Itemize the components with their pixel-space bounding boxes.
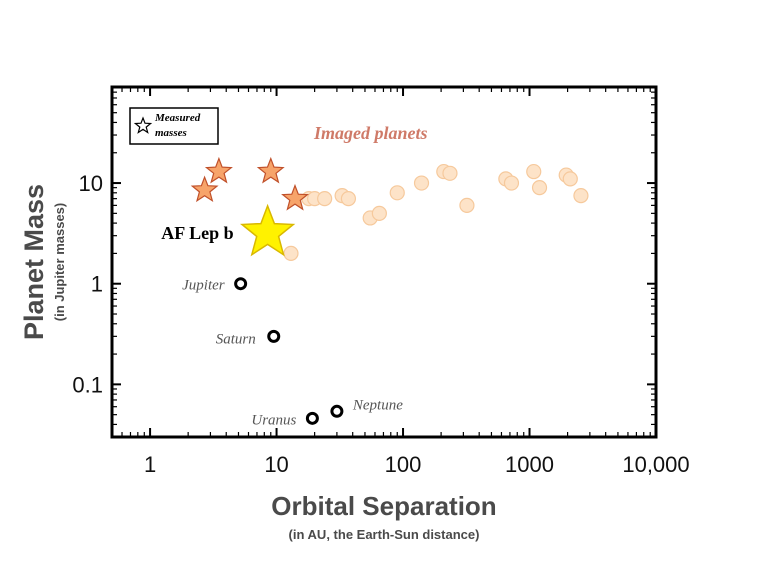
imaged-planet-point <box>503 175 520 191</box>
x-axis-subtitle: (in AU, the Earth-Sun distance) <box>289 527 480 542</box>
imaged-planet-point <box>413 175 430 191</box>
measured-mass-star-point <box>204 156 233 184</box>
solar-system-series: Jupiter Saturn Uranus Neptune <box>182 277 403 428</box>
solar-planet-label: Uranus <box>251 412 296 428</box>
solar-planet-point <box>330 404 344 418</box>
y-tick-label: 0.1 <box>72 372 103 397</box>
solar-planet-point <box>234 277 248 291</box>
solar-planet-point <box>267 329 281 343</box>
imaged-planets-series <box>283 163 589 262</box>
af-lep-b-star-point <box>239 203 296 257</box>
af-lep-b-label: AF Lep b <box>161 223 233 243</box>
imaged-planet-point <box>573 188 589 204</box>
imaged-planet-point <box>531 180 548 196</box>
solar-planet-label: Neptune <box>352 397 403 413</box>
x-tick-label: 10 <box>264 452 288 477</box>
solar-planet-label: Saturn <box>216 331 256 347</box>
imaged-planet-point <box>317 191 333 207</box>
af-lep-series: AF Lep b <box>161 203 296 257</box>
y-tick-label: 10 <box>79 171 103 196</box>
imaged-planet-point <box>389 185 405 201</box>
measured-mass-star-point <box>256 156 285 184</box>
imaged-planet-point <box>459 197 475 213</box>
solar-planet-label: Jupiter <box>182 278 225 294</box>
legend: Measured masses <box>129 107 219 145</box>
measured-mass-series <box>190 156 310 211</box>
measured-mass-star-point <box>190 175 219 203</box>
measured-mass-star-point <box>281 183 310 211</box>
solar-planet-point <box>305 411 319 425</box>
y-tick-label: 1 <box>91 272 103 297</box>
axis-ticks: 1 10 100 1000 10,000 0.1 1 10 <box>72 86 690 477</box>
x-tick-label: 1000 <box>505 452 554 477</box>
imaged-planet-point <box>562 171 578 187</box>
legend-text-line2: masses <box>155 127 187 139</box>
imaged-planet-point <box>526 163 542 180</box>
legend-text-line1: Measured <box>154 112 201 124</box>
y-axis-title: Planet Mass <box>19 184 49 340</box>
imaged-planet-point <box>371 205 387 221</box>
x-tick-label: 1 <box>144 452 156 477</box>
legend-star-icon <box>133 116 153 134</box>
plot-frame <box>110 85 658 439</box>
x-axis-title: Orbital Separation <box>271 491 496 521</box>
imaged-planet-point <box>340 191 357 207</box>
imaged-planet-point <box>442 165 458 181</box>
x-tick-label: 100 <box>385 452 422 477</box>
x-tick-label: 10,000 <box>622 452 689 477</box>
y-axis-subtitle: (in Jupiter masses) <box>52 203 67 322</box>
imaged-planets-label: Imaged planets <box>313 123 428 143</box>
imaged-planet-point <box>283 245 299 262</box>
